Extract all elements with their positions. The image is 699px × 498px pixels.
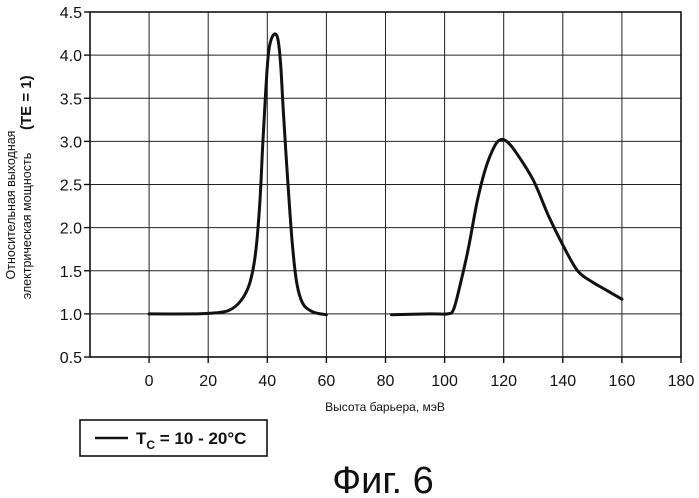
- series-line: [391, 139, 622, 314]
- series-line: [149, 34, 326, 315]
- y-tick-label: 2.0: [60, 221, 82, 238]
- y-tick-label: 4.5: [60, 5, 82, 22]
- y-axis-title-suffix: (ТЕ = 1): [18, 75, 35, 130]
- x-tick-label: 40: [258, 373, 276, 390]
- y-tick-label: 1.5: [60, 264, 82, 281]
- y-tick-label: 1.0: [60, 307, 82, 324]
- y-tick-label: 3.0: [60, 134, 82, 151]
- y-axis-title: Относительная выходная электрическая мощ…: [4, 75, 35, 299]
- x-tick-label: 60: [318, 373, 336, 390]
- legend-label-main: T: [136, 429, 147, 448]
- x-tick-label: 140: [549, 373, 576, 390]
- legend-label-rest: = 10 - 20°C: [155, 429, 246, 448]
- x-tick-label: 0: [145, 373, 154, 390]
- x-tick-label: 160: [609, 373, 636, 390]
- x-tick-label: 100: [431, 373, 458, 390]
- grid: [90, 12, 681, 357]
- y-axis-title-line1: Относительная выходная: [4, 131, 18, 280]
- y-axis-title-line2: электрическая мощность: [20, 153, 34, 299]
- y-tick-label: 0.5: [60, 350, 82, 367]
- y-tick-label: 4.0: [60, 48, 82, 65]
- legend: TC = 10 - 20°C: [80, 420, 267, 456]
- y-tick-label: 2.5: [60, 178, 82, 195]
- y-axis-ticks: 0.5 1.0 1.5 2.0 2.5 3.0 3.5 4.0 4.5: [60, 5, 90, 367]
- legend-label-sub: C: [146, 438, 155, 452]
- x-tick-label: 180: [668, 373, 695, 390]
- x-tick-label: 80: [377, 373, 395, 390]
- x-tick-label: 120: [490, 373, 517, 390]
- y-tick-label: 3.5: [60, 91, 82, 108]
- x-axis-ticks: 0 20 40 60 80 100 120 140 160 180: [145, 357, 695, 390]
- figure-caption: Фиг. 6: [332, 460, 434, 498]
- x-tick-label: 20: [199, 373, 217, 390]
- x-axis-title: Высота барьера, мэВ: [325, 400, 445, 414]
